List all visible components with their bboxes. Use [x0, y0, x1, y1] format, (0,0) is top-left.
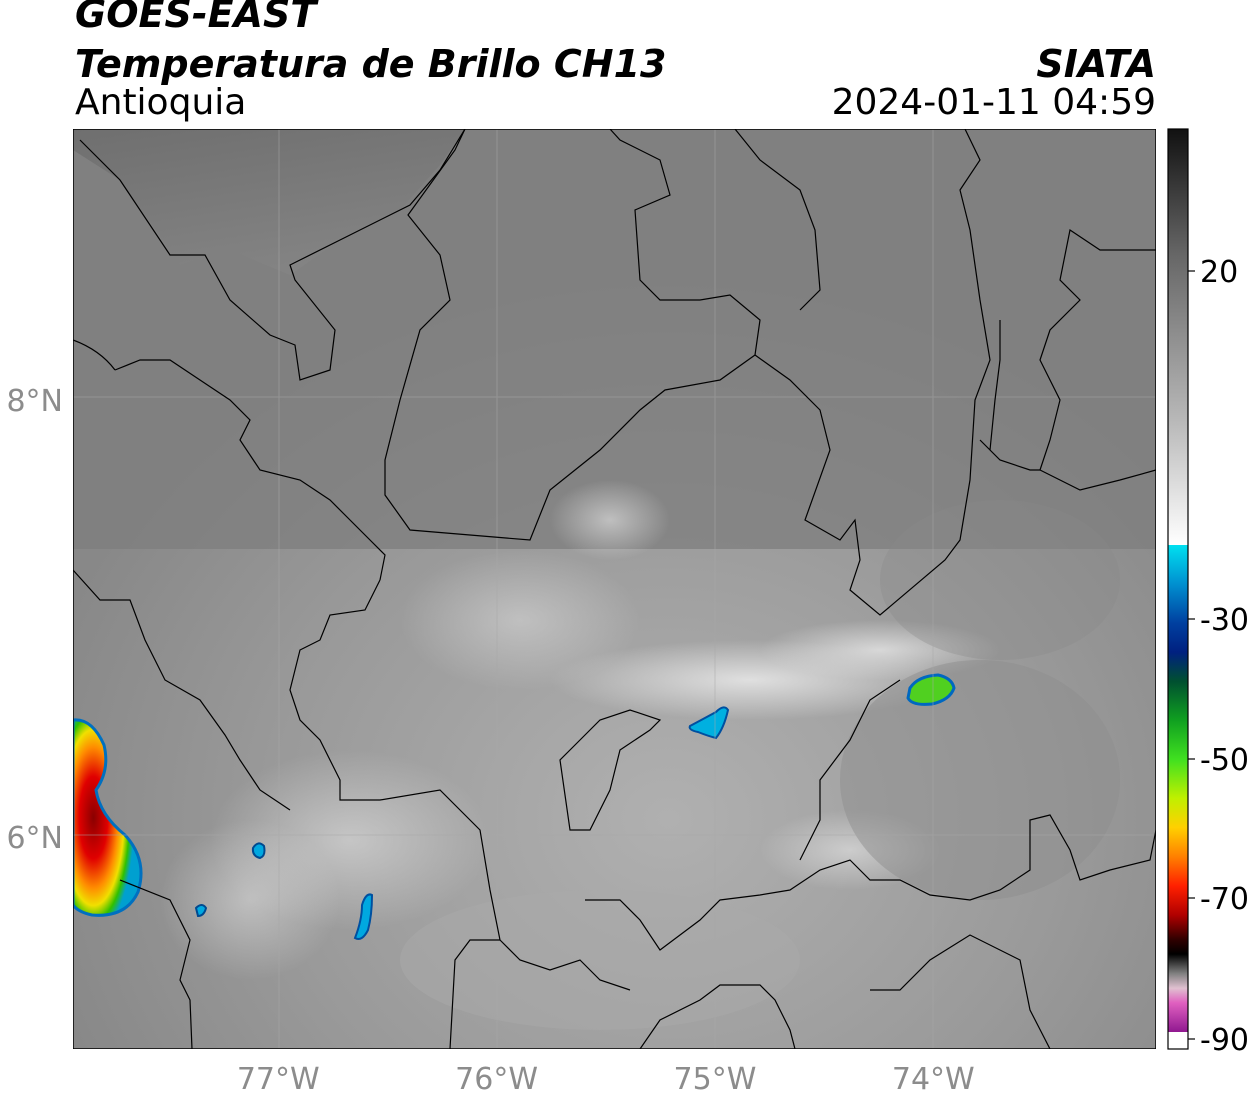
storm-cell-south — [353, 893, 374, 940]
lat-axis: 8°N 6°N — [6, 384, 63, 856]
storm-cell-small-1 — [251, 842, 266, 860]
colorbar-tick-label: -30 — [1200, 603, 1249, 638]
product-title: Temperatura de Brillo CH13 — [75, 42, 667, 86]
lon-label: 77°W — [237, 1062, 320, 1097]
lat-label: 8°N — [6, 384, 63, 419]
lat-label: 6°N — [6, 821, 63, 856]
antioquia-border — [384, 129, 761, 541]
colorbar-tick-label: -50 — [1200, 743, 1249, 778]
lon-label: 76°W — [455, 1062, 538, 1097]
storm-cell-small-2 — [194, 904, 208, 918]
satellite-title: GOES-EAST — [75, 0, 317, 36]
colorbar-tick-label: -70 — [1200, 882, 1249, 917]
storm-cell-east — [906, 673, 956, 706]
coastline — [79, 129, 466, 381]
boundaries — [73, 129, 1156, 1049]
map-panel — [73, 129, 1156, 1049]
agency-label: SIATA — [1036, 42, 1156, 86]
lon-label: 75°W — [674, 1062, 757, 1097]
lon-label: 74°W — [892, 1062, 975, 1097]
western-border — [73, 569, 291, 811]
storm-cell-center — [688, 706, 730, 740]
timestamp-label: 2024-01-11 04:59 — [831, 82, 1156, 123]
colorbar-tick-label: -90 — [1200, 1023, 1249, 1058]
colorbar-tick-label: 20 — [1200, 255, 1238, 290]
region-subtitle: Antioquia — [75, 82, 247, 123]
lon-axis: 77°W 76°W 75°W 74°W — [237, 1062, 975, 1097]
colorbar: 20 -30 -50 -70 -90 — [1167, 128, 1249, 1058]
